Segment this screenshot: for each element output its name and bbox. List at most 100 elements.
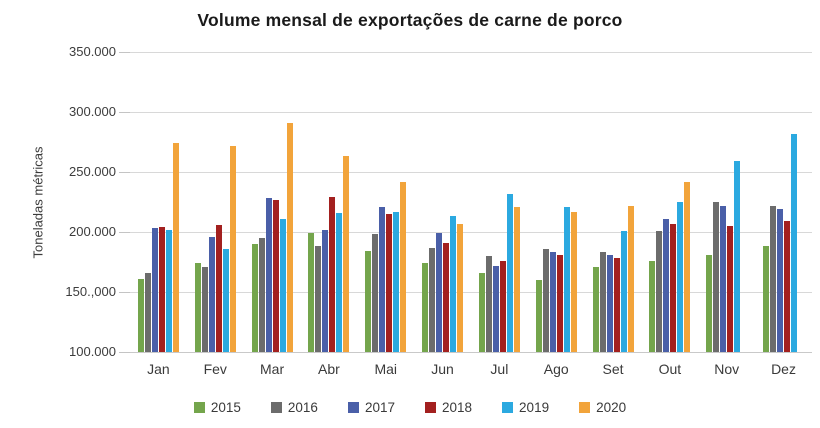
- legend-swatch-2018: [425, 402, 436, 413]
- bar-2018-dez: [784, 221, 791, 352]
- y-gridline: [130, 352, 812, 353]
- bar-2017-set: [606, 254, 613, 352]
- bar-2015-ago: [535, 280, 542, 352]
- bar-2019-mai: [393, 211, 400, 352]
- legend-swatch-2015: [193, 402, 205, 413]
- y-tick-mark: [119, 292, 130, 293]
- y-tick-mark: [119, 52, 130, 53]
- legend-item-2015: 2015: [193, 400, 241, 415]
- x-axis-label-nov: Nov: [714, 361, 740, 377]
- y-gridline: [130, 112, 812, 113]
- bar-2020-mar: [286, 122, 293, 352]
- bar-2018-jan: [158, 227, 165, 352]
- bar-2017-nov: [720, 205, 727, 352]
- bar-2016-jul: [485, 256, 492, 352]
- legend-item-2018: 2018: [425, 400, 472, 415]
- bar-2019-dez: [791, 133, 798, 352]
- bar-2017-out: [663, 218, 670, 352]
- bar-2015-out: [649, 260, 656, 352]
- legend-label-2016: 2016: [287, 400, 318, 415]
- bar-group-jun: [414, 52, 471, 352]
- x-axis-labels: Jan Fev Mar Abr Mai Jun Jul Ago Set Out Nov Dez: [130, 361, 812, 377]
- y-gridline: [130, 52, 812, 53]
- bar-2016-fev: [201, 266, 208, 352]
- bar-group-ago: [528, 52, 585, 352]
- bar-group-dez: [755, 52, 812, 352]
- bar-2017-fev: [208, 236, 215, 352]
- bar-2016-jun: [429, 247, 436, 352]
- legend-item-2017: 2017: [347, 400, 395, 415]
- bar-2020-jun: [457, 223, 464, 352]
- y-tick-mark: [119, 172, 130, 173]
- bar-2020-out: [684, 181, 691, 352]
- bar-2018-nov: [727, 226, 734, 352]
- bar-2017-jan: [151, 228, 158, 352]
- bar-2020-set: [627, 205, 634, 352]
- x-axis-label-set: Set: [602, 361, 624, 377]
- bar-2016-mai: [372, 234, 379, 352]
- x-axis-label-ago: Ago: [543, 361, 569, 377]
- chart-title: Volume mensal de exportações de carne de…: [197, 10, 623, 30]
- y-gridline: [130, 292, 812, 293]
- bar-group-nov: [698, 52, 755, 352]
- y-gridline: [130, 232, 812, 233]
- x-axis-label-mai: Mai: [374, 361, 397, 377]
- bar-2020-fev: [229, 145, 236, 352]
- bar-2018-mar: [272, 199, 279, 352]
- y-tick-label: 350.000: [69, 44, 116, 59]
- bar-2015-jun: [422, 263, 429, 352]
- legend-swatch-2020: [579, 402, 591, 413]
- legend-swatch-2016: [270, 402, 282, 413]
- bar-2015-jan: [137, 278, 144, 352]
- bar-2015-fev: [194, 263, 201, 352]
- bar-2017-mar: [265, 198, 272, 352]
- bar-2017-dez: [777, 209, 784, 352]
- y-tick-mark: [119, 352, 130, 353]
- bar-2018-jun: [443, 242, 450, 352]
- bar-2016-out: [656, 230, 663, 352]
- legend: 2015 2016 2017 2018 2019 2020: [0, 400, 820, 415]
- bar-2015-abr: [308, 233, 315, 352]
- bar-group-fev: [187, 52, 244, 352]
- legend-label-2020: 2020: [596, 400, 627, 415]
- legend-swatch-2017: [347, 402, 359, 413]
- y-tick-label: 150.,000: [65, 284, 116, 299]
- x-axis-label-jul: Jul: [490, 361, 509, 377]
- bar-2019-ago: [563, 206, 570, 352]
- bar-2018-abr: [329, 197, 336, 352]
- legend-swatch-2019: [502, 402, 514, 413]
- legend-label-2018: 2018: [442, 400, 473, 415]
- legend-label-2017: 2017: [364, 400, 395, 415]
- y-axis-title: Toneladas métricas: [30, 146, 46, 259]
- bar-group-jan: [130, 52, 187, 352]
- bar-2016-mar: [258, 238, 265, 352]
- x-axis-label-jan: Jan: [147, 361, 170, 377]
- bar-2016-dez: [770, 205, 777, 352]
- bar-2018-mai: [386, 214, 393, 352]
- y-tick-label: 200.000: [69, 224, 116, 239]
- bar-2019-jul: [506, 193, 513, 352]
- bar-group-out: [641, 52, 698, 352]
- bar-2017-abr: [322, 229, 329, 352]
- legend-item-2019: 2019: [502, 400, 549, 415]
- bar-2018-jul: [499, 260, 506, 352]
- bar-2018-set: [613, 258, 620, 352]
- legend-item-2020: 2020: [579, 400, 626, 415]
- bar-2016-abr: [315, 246, 322, 352]
- x-axis-label-jun: Jun: [431, 361, 454, 377]
- bar-2016-jan: [144, 272, 151, 352]
- bar-group-jul: [471, 52, 528, 352]
- bar-2020-jan: [172, 143, 179, 352]
- y-tick-label: 100.000: [69, 344, 116, 359]
- bar-2019-nov: [734, 161, 741, 352]
- y-tick-label: 250.000: [69, 164, 116, 179]
- y-gridline: [130, 172, 812, 173]
- bar-2020-jul: [513, 206, 520, 352]
- bar-group-mar: [244, 52, 301, 352]
- bar-2015-set: [592, 266, 599, 352]
- bar-2019-jan: [165, 229, 172, 352]
- bar-group-abr: [300, 52, 357, 352]
- y-tick-label: 300.000: [69, 104, 116, 119]
- bar-2020-mai: [400, 181, 407, 352]
- bar-2018-fev: [215, 224, 222, 352]
